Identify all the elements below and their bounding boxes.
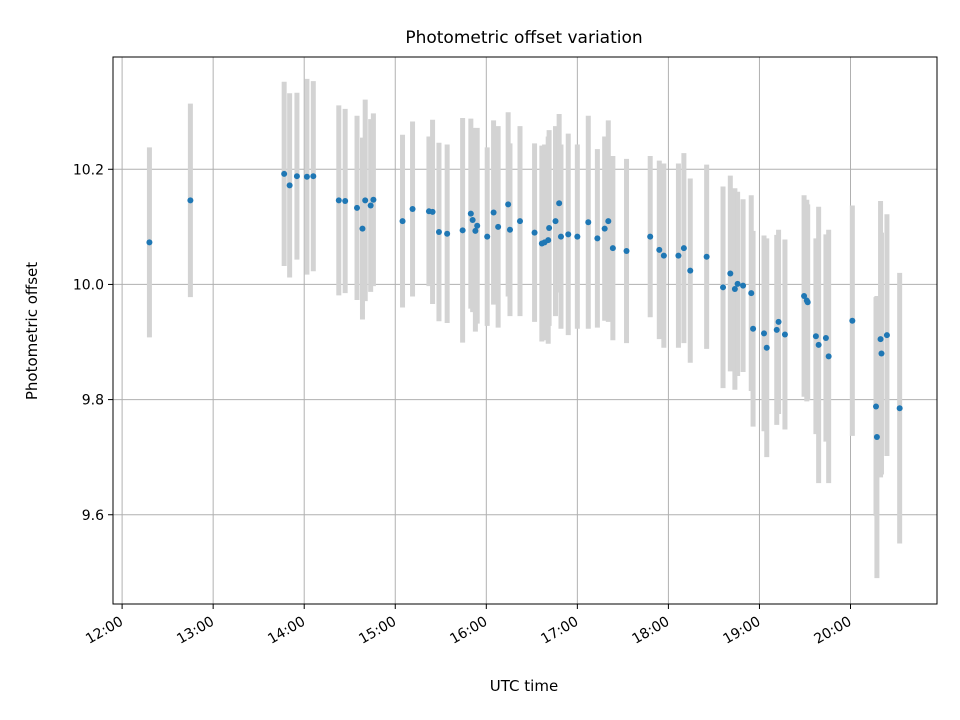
data-point bbox=[647, 233, 654, 240]
data-point bbox=[849, 317, 856, 324]
data-point bbox=[565, 231, 572, 238]
data-point bbox=[472, 227, 479, 234]
y-tick-label: 10.0 bbox=[73, 277, 104, 293]
data-point bbox=[750, 325, 757, 332]
data-point bbox=[656, 246, 663, 253]
grid-lines bbox=[113, 57, 937, 604]
data-point bbox=[490, 209, 497, 216]
data-point bbox=[552, 218, 559, 225]
data-point bbox=[409, 206, 416, 213]
data-point bbox=[873, 434, 880, 441]
data-point bbox=[495, 223, 502, 230]
data-point bbox=[444, 230, 451, 237]
data-point bbox=[675, 252, 682, 259]
data-points bbox=[146, 170, 903, 441]
data-point bbox=[815, 341, 822, 348]
data-point bbox=[761, 330, 768, 337]
data-point bbox=[822, 334, 829, 341]
data-point bbox=[872, 403, 879, 410]
data-point bbox=[342, 197, 349, 204]
data-point bbox=[146, 239, 153, 246]
data-point bbox=[574, 233, 581, 240]
data-point bbox=[748, 290, 755, 297]
data-point bbox=[516, 218, 523, 225]
data-point bbox=[660, 252, 667, 259]
data-point bbox=[505, 201, 512, 208]
data-point bbox=[399, 218, 406, 225]
data-point bbox=[556, 200, 563, 207]
data-point bbox=[557, 233, 564, 240]
data-point bbox=[763, 344, 770, 351]
data-point bbox=[727, 270, 734, 277]
plot-area-frame bbox=[112, 56, 938, 605]
data-point bbox=[362, 197, 369, 204]
data-point bbox=[467, 210, 474, 217]
data-point bbox=[367, 202, 374, 209]
data-point bbox=[187, 197, 194, 204]
data-point bbox=[773, 326, 780, 333]
data-point bbox=[459, 227, 466, 234]
data-point bbox=[435, 229, 442, 236]
data-point bbox=[878, 350, 885, 357]
data-point bbox=[812, 333, 819, 340]
y-tick-label: 9.6 bbox=[82, 508, 104, 524]
data-point bbox=[506, 226, 513, 233]
data-point bbox=[310, 173, 317, 180]
data-point bbox=[585, 219, 592, 226]
data-point bbox=[775, 318, 782, 325]
data-point bbox=[601, 225, 608, 232]
data-point bbox=[359, 225, 366, 232]
data-point bbox=[804, 299, 811, 306]
data-point bbox=[293, 173, 300, 180]
data-point bbox=[545, 237, 552, 244]
y-tick-label: 10.2 bbox=[73, 162, 104, 178]
data-point bbox=[286, 182, 293, 189]
data-point bbox=[335, 197, 342, 204]
data-point bbox=[703, 253, 710, 260]
data-point bbox=[605, 218, 612, 225]
data-point bbox=[623, 248, 630, 255]
data-point bbox=[469, 216, 476, 223]
data-point bbox=[429, 208, 436, 215]
data-point bbox=[687, 267, 694, 274]
data-point bbox=[825, 353, 832, 360]
y-axis-label: Photometric offset bbox=[23, 262, 41, 400]
data-point bbox=[484, 233, 491, 240]
chart-title: Photometric offset variation bbox=[405, 28, 642, 48]
data-point bbox=[354, 204, 361, 211]
data-point bbox=[801, 292, 808, 299]
data-point bbox=[740, 282, 747, 289]
data-point bbox=[281, 170, 288, 177]
data-point bbox=[370, 196, 377, 203]
data-point bbox=[896, 405, 903, 412]
data-point bbox=[474, 222, 481, 229]
data-point bbox=[734, 280, 741, 287]
data-point bbox=[594, 235, 601, 242]
data-point bbox=[546, 225, 553, 232]
data-point bbox=[883, 332, 890, 339]
data-point bbox=[531, 229, 538, 236]
data-point bbox=[609, 245, 616, 252]
data-point bbox=[720, 284, 727, 291]
y-tick-label: 9.8 bbox=[82, 393, 104, 409]
data-point bbox=[877, 336, 884, 343]
data-point bbox=[680, 245, 687, 252]
data-point bbox=[731, 286, 738, 293]
x-axis-label: UTC time bbox=[490, 677, 558, 695]
data-point bbox=[303, 173, 310, 180]
data-point bbox=[781, 331, 788, 338]
